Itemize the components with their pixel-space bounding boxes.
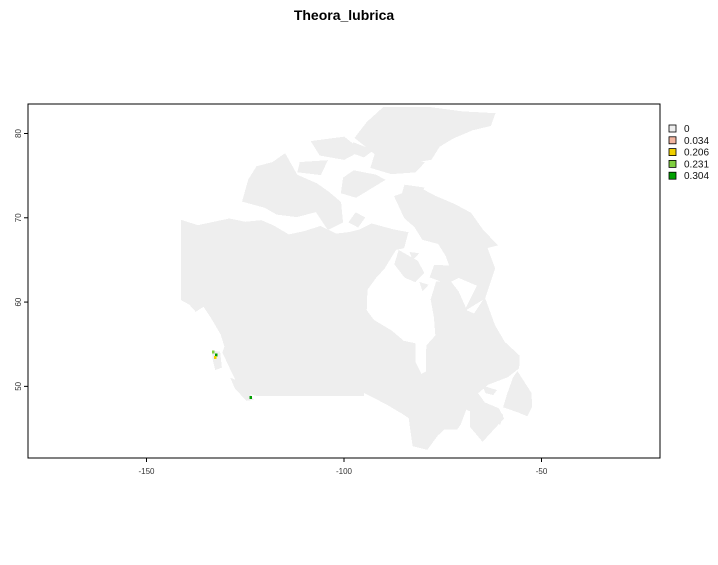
mainland-shape [181, 218, 520, 450]
occurrence-cell-4 [249, 395, 252, 399]
legend-label: 0.231 [684, 159, 709, 170]
y-axis: 50 60 70 80 [14, 129, 28, 391]
island-shape-6 [482, 385, 497, 396]
legend-swatch [668, 148, 677, 157]
x-tick-label: -150 [138, 467, 155, 476]
occurrence-cell-3 [214, 356, 217, 360]
island-shape-4 [483, 414, 496, 422]
legend-label: 0.206 [684, 148, 709, 159]
island-shape-16 [402, 184, 425, 198]
y-tick-label: 50 [14, 381, 23, 390]
occurrence-cells [212, 350, 252, 399]
legend-label: 0 [684, 124, 690, 135]
island-shape-3 [503, 371, 533, 417]
y-tick-label: 60 [14, 297, 23, 306]
land-raster [181, 107, 533, 450]
y-tick-label: 70 [14, 213, 23, 222]
island-shape-1 [230, 377, 254, 401]
occurrence-cell-1 [212, 350, 215, 354]
island-shape-7 [394, 187, 499, 312]
y-tick-label: 80 [14, 129, 23, 138]
island-shape-9 [242, 153, 344, 230]
island-shape-19 [409, 251, 420, 261]
island-shape-8 [394, 250, 425, 283]
island-shape-15 [297, 160, 328, 176]
legend-swatch [668, 171, 677, 180]
occurrence-cell-2 [215, 353, 218, 357]
x-axis: -150 -100 -50 [138, 458, 548, 476]
legend-swatch [668, 159, 677, 168]
island-shape-10 [340, 170, 386, 198]
island-shape-14 [350, 142, 374, 158]
island-shape-12 [354, 107, 496, 165]
legend-label: 0.034 [684, 136, 709, 147]
island-shape-13 [310, 136, 362, 160]
island-shape-2 [211, 350, 222, 371]
x-tick-label: -50 [536, 467, 548, 476]
map-title: Theora_lubrica [293, 7, 395, 23]
x-tick-label: -100 [336, 467, 353, 476]
legend-label: 0.304 [684, 171, 709, 182]
island-shape-18 [419, 282, 429, 292]
island-shape-5 [495, 409, 504, 425]
legend-swatch [668, 124, 677, 133]
legend-swatch [668, 136, 677, 145]
island-shape-17 [348, 212, 366, 228]
